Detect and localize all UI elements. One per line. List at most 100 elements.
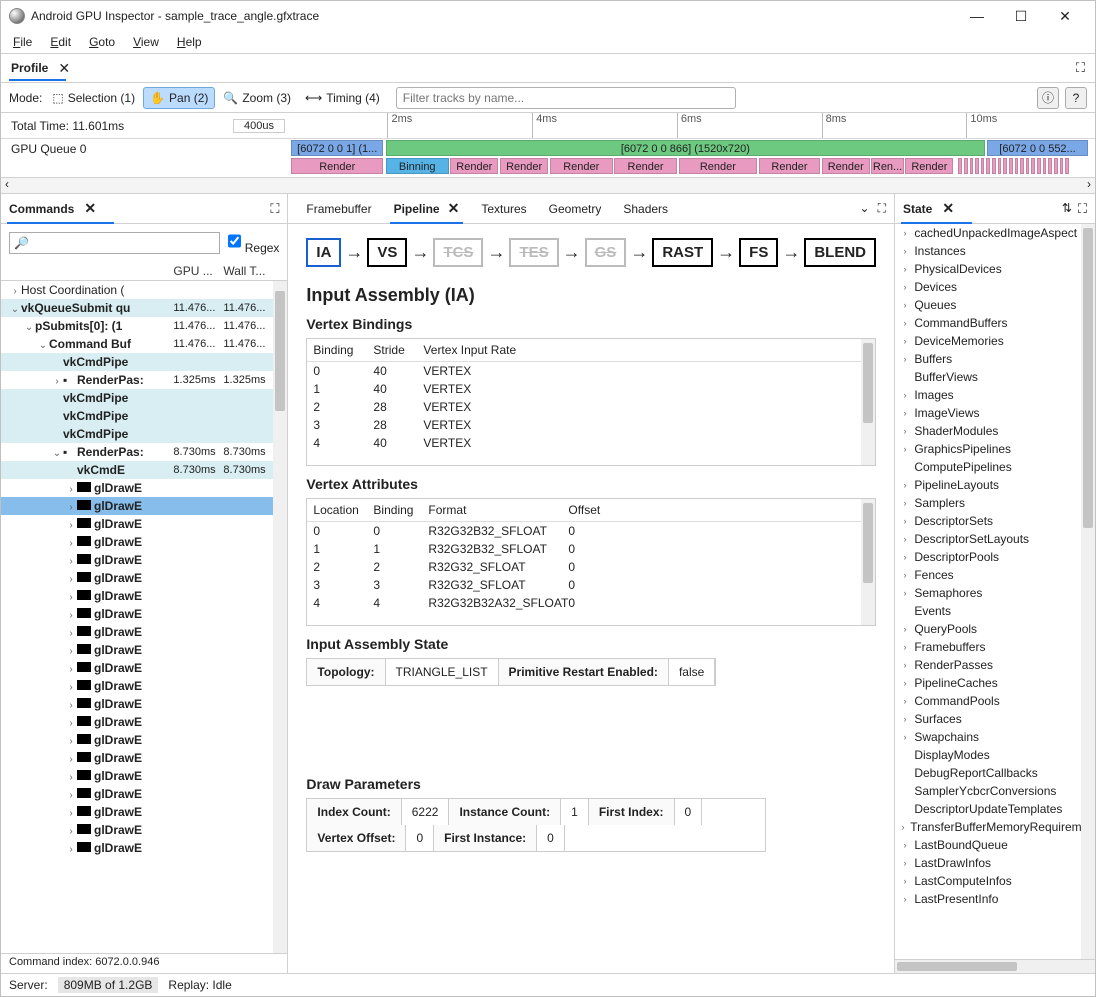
timeline-track[interactable]: [6072 0 0 1] (1...[6072 0 0 866] (1520x7… [291,139,1095,177]
table-row[interactable]: 33R32G32_SFLOAT0 [307,576,875,594]
timeline-bar[interactable] [964,158,968,174]
pipeline-stage-vs[interactable]: VS [367,238,407,267]
tab-pipeline[interactable]: Pipeline✕ [384,194,470,223]
timeline-bar[interactable]: [6072 0 0 1] (1... [291,140,383,156]
command-row[interactable]: ›▪RenderPas:1.325ms1.325ms [1,371,287,389]
timeline-hscroll[interactable] [1,177,1095,193]
menu-goto[interactable]: Goto [83,33,121,51]
command-row[interactable]: ›glDrawE [1,767,287,785]
profile-tab-close-icon[interactable]: ✕ [58,60,70,77]
pipeline-stage-ia[interactable]: IA [306,238,341,267]
timeline-bar[interactable] [992,158,996,174]
timeline-bar[interactable]: Ren... [871,158,903,174]
state-item[interactable]: › Semaphores [895,584,1095,602]
command-row[interactable]: ›glDrawE [1,695,287,713]
command-row[interactable]: ›glDrawE [1,713,287,731]
state-item[interactable]: DebugReportCallbacks [895,764,1095,782]
command-row[interactable]: vkCmdPipe [1,425,287,443]
commands-search-input[interactable] [9,232,220,254]
timeline-bar[interactable] [1020,158,1024,174]
timeline-bar[interactable] [1009,158,1013,174]
commands-tree[interactable]: ›Host Coordination (⌄vkQueueSubmit qu11.… [1,281,287,953]
timeline-bar[interactable] [970,158,974,174]
command-row[interactable]: ›glDrawE [1,641,287,659]
timeline-bar[interactable]: Render [291,158,383,174]
timeline-bar[interactable]: Render [822,158,870,174]
timeline-bar[interactable] [986,158,990,174]
pipeline-stage-rast[interactable]: RAST [652,238,713,267]
tab-shaders[interactable]: Shaders [613,196,678,222]
timeline-bar[interactable]: Render [614,158,677,174]
command-row[interactable]: ⌄vkQueueSubmit qu11.476...11.476... [1,299,287,317]
state-item[interactable]: Events [895,602,1095,620]
timeline-bar[interactable] [1043,158,1047,174]
state-item[interactable]: DisplayModes [895,746,1095,764]
command-row[interactable]: ›glDrawE [1,785,287,803]
timeline-bar[interactable]: Render [905,158,953,174]
state-item[interactable]: › Devices [895,278,1095,296]
table-row[interactable]: 00R32G32B32_SFLOAT0 [307,522,875,540]
state-item[interactable]: › Buffers [895,350,1095,368]
timeline-bar[interactable]: Render [679,158,758,174]
state-tree[interactable]: › cachedUnpackedImageAspect› Instances› … [895,224,1095,959]
state-expand-icon[interactable]: ⛶ [1078,201,1087,217]
timeline-bar[interactable] [981,158,985,174]
table-row[interactable]: 040VERTEX [307,362,875,380]
command-row[interactable]: ›glDrawE [1,749,287,767]
timeline-bar[interactable] [1031,158,1035,174]
menu-edit[interactable]: Edit [44,33,77,51]
timeline-ruler[interactable]: 2ms4ms6ms8ms10ms [291,113,1095,138]
state-item[interactable]: › DeviceMemories [895,332,1095,350]
state-item[interactable]: › TransferBufferMemoryRequiremen [895,818,1095,836]
command-row[interactable]: ›Host Coordination ( [1,281,287,299]
command-row[interactable]: ›glDrawE [1,623,287,641]
state-item[interactable]: › DescriptorPools [895,548,1095,566]
state-vscroll[interactable] [1081,224,1095,959]
timeline-bar[interactable]: [6072 0 0 866] (1520x720) [386,140,985,156]
state-item[interactable]: › Queues [895,296,1095,314]
timeline-bar[interactable]: [6072 0 0 552... [987,140,1088,156]
va-vscroll[interactable] [861,499,875,625]
state-item[interactable]: › RenderPasses [895,656,1095,674]
table-row[interactable]: 440VERTEX [307,434,875,452]
mode-zoom[interactable]: 🔍Zoom (3) [217,87,297,109]
table-row[interactable]: 22R32G32_SFLOAT0 [307,558,875,576]
pipeline-stage-tcs[interactable]: TCS [433,238,483,267]
state-item[interactable]: › LastPresentInfo [895,890,1095,908]
state-item[interactable]: DescriptorUpdateTemplates [895,800,1095,818]
command-row[interactable]: ›glDrawE [1,587,287,605]
command-row[interactable]: ⌄Command Buf11.476...11.476... [1,335,287,353]
state-item[interactable]: › Surfaces [895,710,1095,728]
center-expand-icon[interactable]: ⛶ [878,201,886,216]
profile-tab[interactable]: Profile [11,61,48,75]
state-item[interactable]: › ImageViews [895,404,1095,422]
state-item[interactable]: › LastDrawInfos [895,854,1095,872]
state-item[interactable]: › Samplers [895,494,1095,512]
timeline-bar[interactable]: Render [500,158,548,174]
state-close-icon[interactable]: ✕ [942,200,954,217]
state-item[interactable]: › GraphicsPipelines [895,440,1095,458]
timeline-bar[interactable] [1060,158,1064,174]
commands-expand-icon[interactable]: ⛶ [270,201,279,217]
pipeline-stage-tes[interactable]: TES [509,238,558,267]
pipeline-stage-fs[interactable]: FS [739,238,778,267]
command-row[interactable]: ›glDrawE [1,551,287,569]
state-item[interactable]: › ShaderModules [895,422,1095,440]
command-row[interactable]: ›glDrawE [1,731,287,749]
command-row[interactable]: ›glDrawE [1,497,287,515]
command-row[interactable]: ›glDrawE [1,839,287,857]
timeline-bar[interactable] [998,158,1002,174]
commands-vscroll[interactable] [273,281,287,953]
mode-timing[interactable]: ⟷Timing (4) [299,87,386,109]
state-item[interactable]: › Fences [895,566,1095,584]
command-row[interactable]: ›glDrawE [1,479,287,497]
command-row[interactable]: ›glDrawE [1,659,287,677]
timeline-bar[interactable] [1026,158,1030,174]
state-item[interactable]: › Images [895,386,1095,404]
state-item[interactable]: › Instances [895,242,1095,260]
state-item[interactable]: › CommandPools [895,692,1095,710]
state-item[interactable]: › QueryPools [895,620,1095,638]
menu-help[interactable]: Help [171,33,208,51]
tab-geometry[interactable]: Geometry [539,196,612,222]
mode-pan[interactable]: ✋Pan (2) [143,87,215,109]
